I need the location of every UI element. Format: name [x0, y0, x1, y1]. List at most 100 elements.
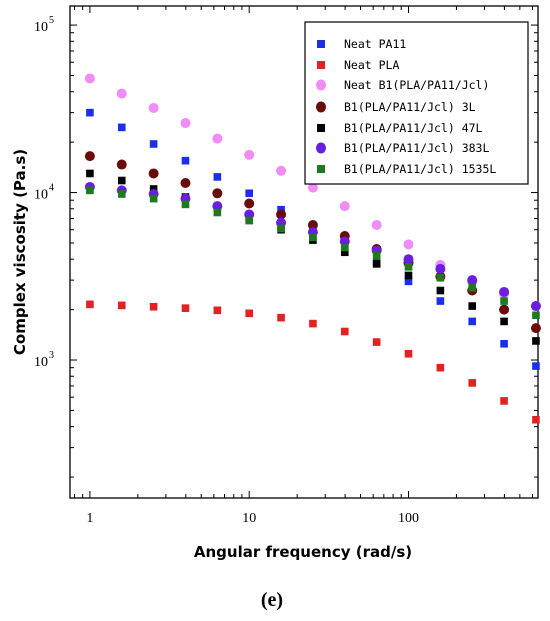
data-point [86, 108, 94, 117]
data-point [244, 198, 255, 209]
legend-label: B1(PLA/PA11/Jcl) 383L [344, 141, 489, 155]
legend: Neat PA11 Neat PLA Neat B1(PLA/PA11/Jcl) B1… [304, 21, 529, 185]
data-point [149, 194, 158, 203]
data-point [86, 300, 94, 309]
data-point [436, 363, 445, 372]
y-tick-label: 10 [34, 355, 48, 370]
data-point [500, 339, 508, 348]
data-point [309, 233, 317, 242]
data-point [149, 302, 158, 311]
data-point [340, 327, 349, 336]
data-point [180, 178, 191, 189]
data-point [180, 118, 191, 129]
data-point [404, 349, 413, 358]
data-point [532, 415, 540, 424]
panel-label: (e) [261, 589, 283, 611]
data-point [149, 185, 158, 193]
data-point [532, 362, 540, 370]
legend-marker [317, 40, 325, 48]
data-point [212, 201, 223, 212]
data-point [340, 243, 349, 252]
data-point [117, 123, 126, 132]
data-point [245, 216, 254, 225]
data-point [372, 338, 381, 346]
data-point [435, 263, 446, 274]
data-point [532, 311, 540, 320]
data-point [404, 263, 413, 271]
data-points [84, 73, 541, 424]
legend-marker [317, 124, 325, 132]
data-point [340, 248, 349, 257]
data-point [307, 220, 318, 231]
data-point [149, 140, 158, 148]
legend-marker [316, 79, 326, 91]
x-tick-label: 100 [398, 511, 419, 526]
data-point [86, 169, 94, 178]
data-point [436, 297, 445, 305]
data-point [500, 297, 508, 305]
data-point [436, 286, 445, 295]
data-point [148, 102, 159, 113]
data-point [212, 133, 223, 144]
data-point [116, 159, 127, 170]
legend-label: Neat PLA [344, 58, 399, 72]
data-point [245, 309, 254, 318]
legend-label: B1(PLA/PA11/Jcl) 3L [344, 100, 476, 114]
x-axis-label: Angular frequency (rad/s) [194, 543, 412, 561]
plot-frame [69, 5, 539, 499]
data-point [436, 273, 445, 282]
y-tick-exponent: 4 [49, 183, 54, 194]
data-point [403, 254, 414, 265]
y-tick-exponent: 5 [49, 15, 54, 26]
data-point [309, 319, 317, 328]
data-point [117, 190, 126, 198]
series-2 [86, 300, 540, 424]
data-point [468, 317, 477, 326]
data-point [530, 301, 541, 312]
data-point [276, 165, 287, 176]
legend-label: Neat B1(PLA/PA11/Jcl) [344, 78, 489, 92]
legend-marker [316, 142, 326, 154]
data-point [372, 251, 381, 260]
data-point [500, 397, 508, 405]
y-tick-label: 10 [34, 188, 48, 203]
legend-label: Neat PA11 [344, 37, 406, 51]
data-point [213, 306, 222, 315]
y-axis-label: Complex viscosity (Pa.s) [11, 149, 29, 355]
data-point [530, 323, 541, 334]
data-point [372, 260, 381, 268]
data-point [276, 209, 287, 220]
data-point [181, 304, 190, 312]
data-point [468, 302, 477, 310]
data-point [404, 277, 413, 286]
data-point [499, 286, 510, 297]
data-point [84, 73, 95, 84]
data-point [116, 88, 127, 99]
data-point [339, 201, 350, 212]
x-tick-label: 10 [242, 511, 256, 526]
data-point [245, 189, 254, 198]
data-point [404, 271, 413, 280]
data-point [532, 337, 540, 345]
data-point [307, 182, 318, 193]
data-point [468, 283, 477, 292]
legend-box [304, 21, 529, 185]
data-point [499, 304, 510, 315]
data-point [117, 301, 126, 310]
data-point [467, 275, 478, 286]
data-point [213, 208, 222, 217]
data-point [86, 186, 94, 195]
data-point [181, 156, 190, 165]
legend-marker [317, 165, 325, 173]
data-point [181, 200, 190, 209]
data-point [148, 168, 159, 179]
y-tick-label: 10 [34, 20, 48, 35]
data-point [117, 176, 126, 185]
data-point [468, 379, 477, 387]
data-point [277, 313, 285, 322]
data-point [403, 239, 414, 250]
data-point [500, 317, 508, 326]
legend-marker [316, 101, 326, 113]
